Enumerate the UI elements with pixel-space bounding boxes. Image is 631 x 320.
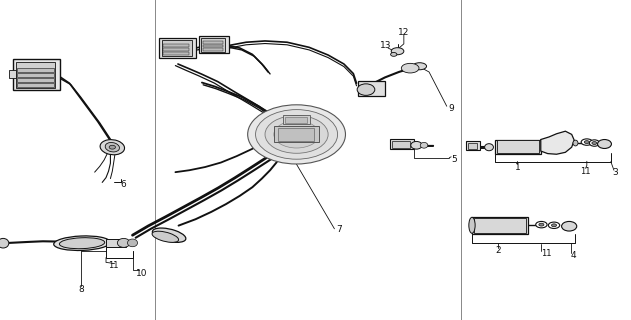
Ellipse shape: [539, 223, 544, 226]
Bar: [163, 44, 189, 47]
Ellipse shape: [152, 228, 186, 242]
Bar: [203, 41, 223, 44]
Ellipse shape: [105, 142, 119, 152]
Text: 11: 11: [581, 167, 591, 176]
Bar: [358, 81, 385, 96]
Text: 1: 1: [514, 163, 521, 172]
Ellipse shape: [420, 142, 428, 148]
Ellipse shape: [100, 140, 124, 155]
Ellipse shape: [274, 121, 319, 148]
Bar: [17, 73, 54, 77]
Text: 7: 7: [336, 225, 343, 234]
Ellipse shape: [469, 217, 475, 233]
Bar: [278, 128, 314, 141]
Ellipse shape: [548, 222, 560, 228]
Text: 4: 4: [570, 252, 575, 260]
Bar: [203, 45, 223, 47]
Ellipse shape: [573, 140, 578, 146]
Bar: [17, 83, 54, 87]
Bar: [468, 143, 477, 149]
Bar: [162, 40, 192, 56]
Bar: [203, 48, 223, 51]
Ellipse shape: [551, 224, 557, 227]
Text: 8: 8: [78, 285, 84, 294]
Polygon shape: [541, 131, 574, 154]
Ellipse shape: [413, 63, 427, 70]
Bar: [390, 139, 414, 149]
Text: 6: 6: [120, 180, 126, 189]
Ellipse shape: [584, 141, 589, 143]
Bar: [9, 70, 16, 78]
Ellipse shape: [0, 238, 9, 248]
Bar: [392, 141, 410, 148]
Bar: [474, 218, 526, 233]
Bar: [274, 126, 319, 142]
Ellipse shape: [127, 239, 138, 247]
Ellipse shape: [536, 221, 547, 228]
Ellipse shape: [562, 221, 577, 231]
Ellipse shape: [401, 63, 419, 73]
Bar: [17, 78, 54, 82]
Ellipse shape: [391, 48, 404, 55]
Bar: [16, 62, 55, 88]
Ellipse shape: [109, 145, 115, 149]
Ellipse shape: [117, 238, 130, 247]
Text: 5: 5: [451, 155, 457, 164]
Bar: [163, 52, 189, 55]
Bar: [285, 117, 307, 123]
Bar: [163, 48, 189, 51]
Ellipse shape: [54, 236, 110, 251]
Text: 11: 11: [541, 249, 551, 258]
Ellipse shape: [247, 105, 346, 164]
Ellipse shape: [152, 231, 179, 242]
Text: 11: 11: [109, 261, 119, 270]
Bar: [466, 141, 480, 150]
Ellipse shape: [592, 141, 597, 145]
Text: 2: 2: [496, 246, 501, 255]
Ellipse shape: [581, 139, 593, 145]
Bar: [472, 217, 528, 234]
Bar: [13, 59, 60, 90]
Ellipse shape: [411, 141, 422, 149]
Ellipse shape: [265, 116, 328, 153]
Ellipse shape: [59, 238, 105, 249]
Bar: [497, 140, 539, 153]
Text: 12: 12: [398, 28, 410, 36]
Ellipse shape: [256, 109, 338, 159]
Text: 10: 10: [136, 269, 148, 278]
Bar: [495, 140, 541, 154]
Text: 3: 3: [612, 168, 618, 177]
Ellipse shape: [391, 52, 397, 56]
Ellipse shape: [485, 144, 493, 151]
Bar: [17, 68, 54, 72]
Bar: [283, 115, 310, 124]
Ellipse shape: [589, 140, 599, 146]
Bar: [199, 36, 229, 53]
Ellipse shape: [357, 84, 375, 95]
Bar: [201, 38, 225, 52]
Ellipse shape: [598, 140, 611, 148]
Text: 9: 9: [448, 104, 454, 113]
Bar: [159, 38, 196, 58]
Bar: [106, 239, 126, 247]
Text: 13: 13: [380, 41, 392, 50]
